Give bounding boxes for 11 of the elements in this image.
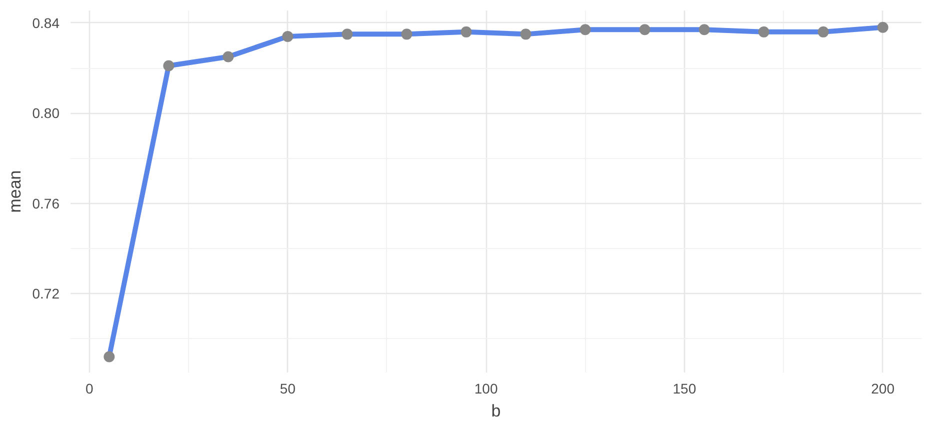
y-axis-title: mean bbox=[5, 170, 24, 213]
y-tick-label: 0.76 bbox=[32, 195, 60, 212]
y-tick-label: 0.72 bbox=[32, 286, 60, 302]
x-tick-label: 100 bbox=[474, 380, 498, 396]
x-tick-label: 0 bbox=[85, 380, 94, 396]
x-tick-label: 50 bbox=[280, 380, 296, 396]
x-tick-label: 150 bbox=[672, 380, 696, 396]
x-axis-title: b bbox=[491, 402, 501, 420]
y-tick-label: 0.84 bbox=[32, 14, 60, 31]
y-tick-label: 0.80 bbox=[32, 105, 60, 122]
x-tick-label: 200 bbox=[871, 380, 895, 396]
